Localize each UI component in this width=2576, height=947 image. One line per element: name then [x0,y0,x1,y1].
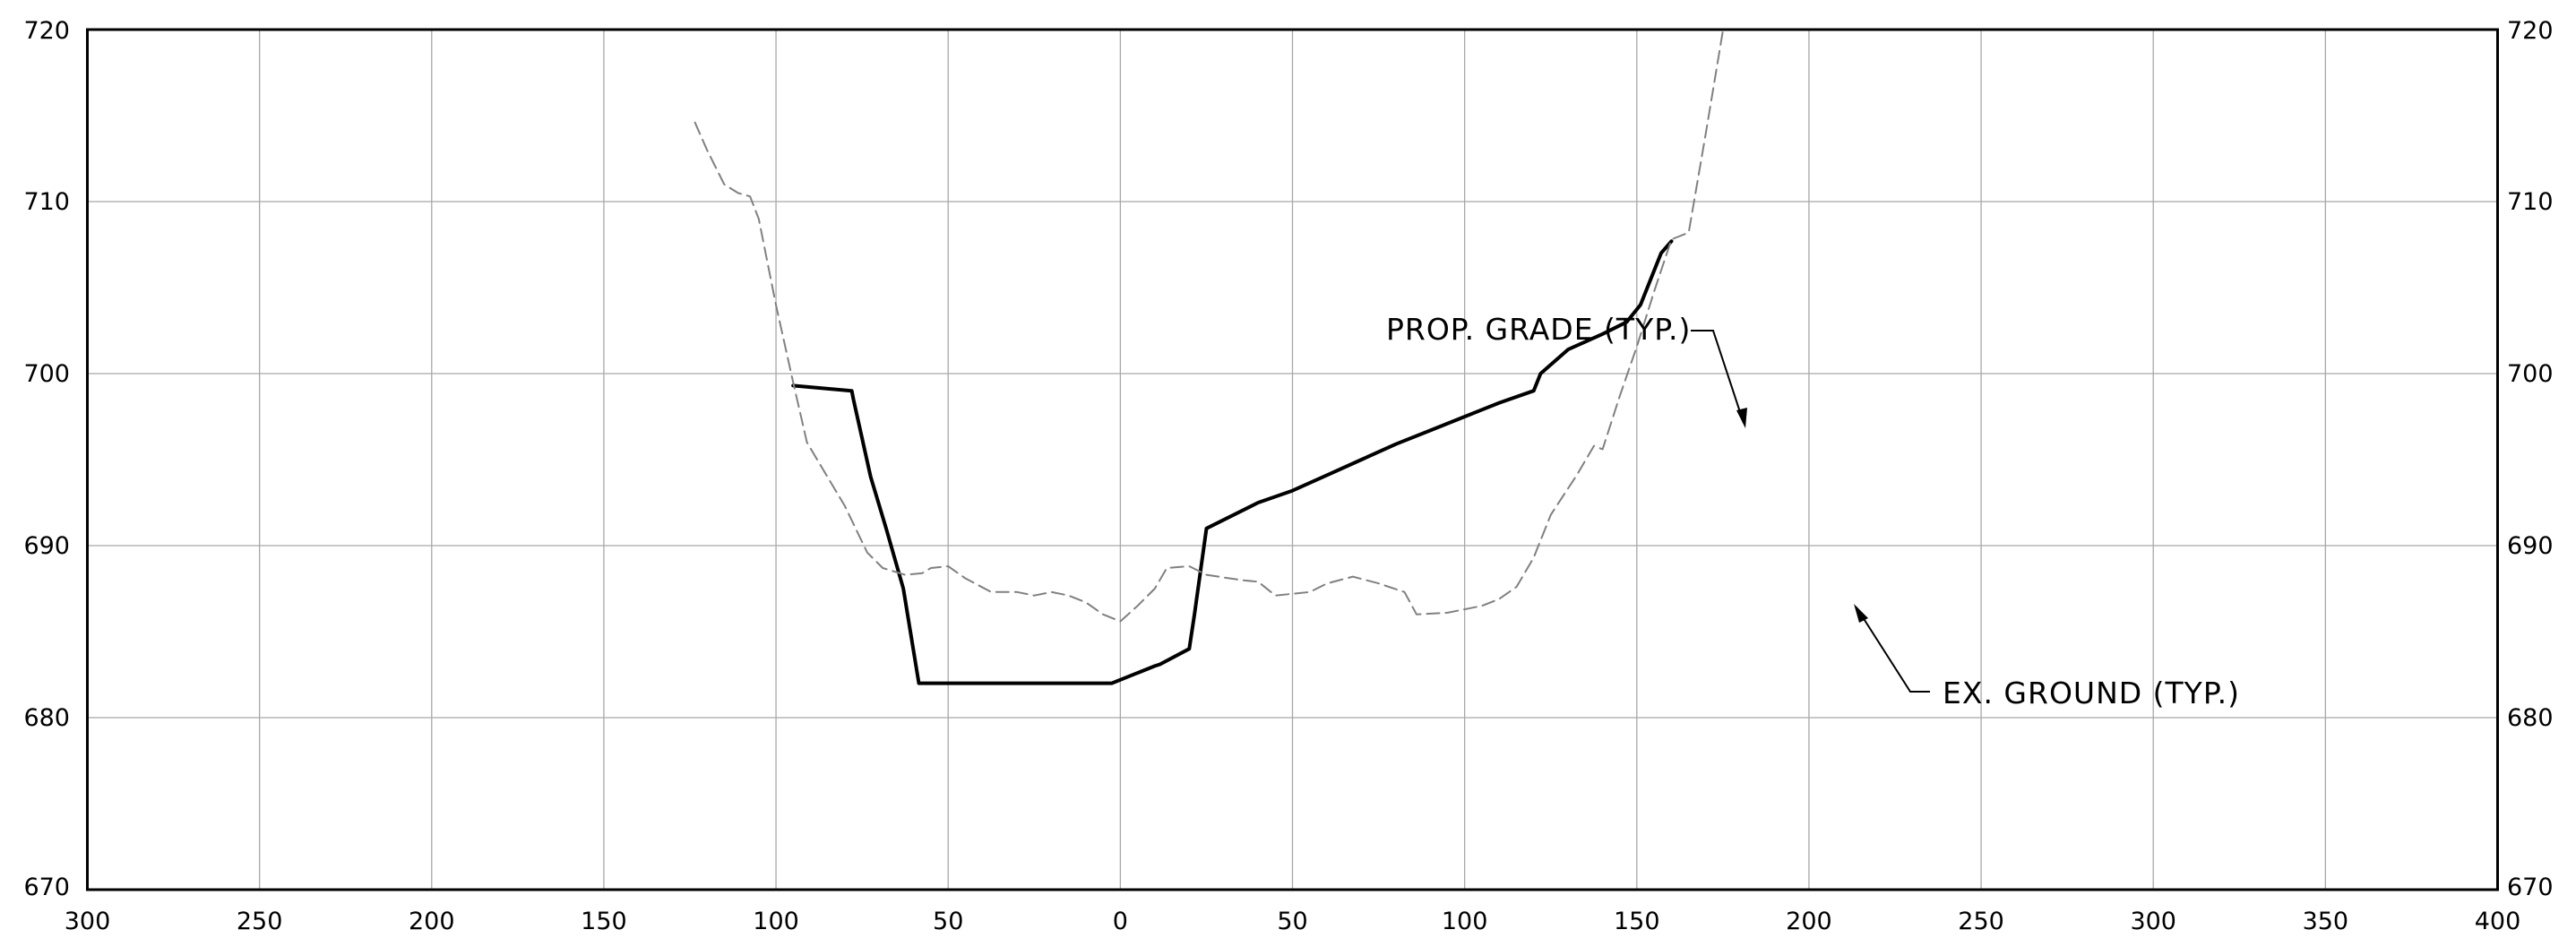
x-tick-label: 200 [409,908,455,935]
x-tick-label: 400 [2475,908,2521,935]
grid [87,30,2498,890]
x-tick-label: 0 [1113,908,1128,935]
x-tick-label: 300 [65,908,111,935]
y-tick-label-left: 710 [23,188,70,216]
x-tick-label: 350 [2303,908,2349,935]
y-tick-label-right: 670 [2507,874,2554,901]
x-tick-label: 100 [753,908,799,935]
arrowhead-existing-ground [1854,604,1868,623]
leader-proposed-grade [1691,330,1745,424]
y-tick-label-left: 690 [23,532,70,560]
proposed-grade-line [791,239,1674,685]
x-tick-label: 150 [581,908,627,935]
x-tick-label: 100 [1442,908,1488,935]
x-axis-ticks: 300 250 200 150 100 50 0 50 100 150 200 250 300 350 40… [65,908,2521,935]
y-tick-label-right: 710 [2507,188,2554,216]
callout-proposed-grade: PROP. GRADE (TYP.) [1386,312,1691,347]
y-tick-label-right: 690 [2507,532,2554,560]
x-tick-label: 200 [1786,908,1832,935]
plot-frame [86,28,2499,891]
callout-existing-ground: EX. GROUND (TYP.) [1943,676,2240,710]
profile-lines [694,29,1725,685]
y-tick-label-right: 700 [2507,360,2554,388]
x-tick-label: 250 [237,908,283,935]
y-tick-label-right: 720 [2507,17,2554,45]
y-tick-label-left: 680 [23,704,70,732]
y-axis-ticks: 670 670 680 680 690 690 700 700 710 710 720 720 [23,17,2553,901]
x-tick-label: 300 [2130,908,2176,935]
arrowhead-proposed-grade [1736,408,1747,428]
callouts: PROP. GRADE (TYP.) EX. GROUND (TYP.) [1386,312,2240,710]
leader-existing-ground [1856,607,1930,693]
y-tick-label-right: 680 [2507,704,2554,732]
y-tick-label-left: 700 [23,360,70,388]
x-tick-label: 50 [933,908,963,935]
x-tick-label: 150 [1614,908,1660,935]
y-tick-label-left: 720 [23,17,70,45]
x-tick-label: 50 [1277,908,1307,935]
x-tick-label: 250 [1958,908,2004,935]
existing-ground-line [694,29,1725,623]
y-tick-label-left: 670 [23,874,70,901]
